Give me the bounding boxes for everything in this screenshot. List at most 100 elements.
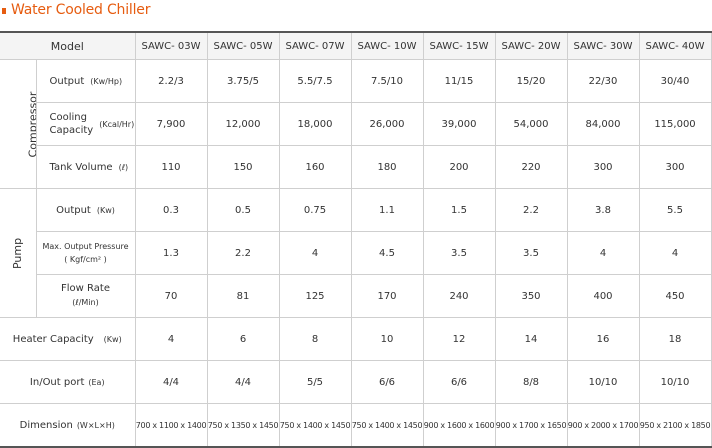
table-cell: 11/15 (422, 59, 496, 103)
table-cell: 18,000 (278, 102, 352, 146)
table-cell: 2.2 (206, 231, 280, 275)
model-header: Model (0, 31, 136, 60)
square-bullet-icon (2, 8, 6, 14)
table-cell: 10/10 (566, 360, 640, 404)
table-row-heater-capacity: Heater Capacity (Kw) 4 6 8 10 12 14 16 18 (0, 317, 712, 361)
table-cell: 84,000 (566, 102, 640, 146)
table-cell: 12,000 (206, 102, 280, 146)
table-cell: 1.1 (350, 188, 424, 232)
table-cell: 4 (566, 231, 640, 275)
table-cell: 4 (638, 231, 712, 275)
row-label-dimension: Dimension (W×L×H) (0, 403, 136, 448)
model-header-cell: SAWC- 40W (638, 31, 712, 60)
model-header-cell: SAWC- 05W (206, 31, 280, 60)
table-row-cooling-capacity: Cooling Capacity(Kcal/Hr) 7,900 12,000 18… (0, 102, 712, 146)
row-label-flow-rate: Flow Rate (ℓ/Min) (35, 274, 136, 318)
table-cell: 81 (206, 274, 280, 318)
table-cell: 5.5/7.5 (278, 59, 352, 103)
row-label-max-output-pressure: Max. Output Pressure( Kgf/cm² ) (35, 231, 136, 275)
group-label-pump: Pump (0, 188, 37, 318)
table-cell: 400 (566, 274, 640, 318)
table-cell: 750 x 1400 x 1450 (278, 403, 352, 448)
table-cell: 3.5 (422, 231, 496, 275)
table-cell: 6 (206, 317, 280, 361)
table-cell: 1.3 (134, 231, 208, 275)
spec-table: Model SAWC- 03W SAWC- 05W SAWC- 07W SAWC… (0, 31, 712, 448)
table-cell: 8 (278, 317, 352, 361)
model-header-cell: SAWC- 10W (350, 31, 424, 60)
model-header-cell: SAWC- 30W (566, 31, 640, 60)
table-cell: 4 (278, 231, 352, 275)
table-cell: 450 (638, 274, 712, 318)
table-cell: 0.5 (206, 188, 280, 232)
table-cell: 950 x 2100 x 1850 (638, 403, 712, 448)
row-label-in-out-port: In/Out port (Ea) (0, 360, 136, 404)
table-cell: 7.5/10 (350, 59, 424, 103)
table-row-tank-volume: Tank Volume (ℓ) 110 150 160 180 200 220 3… (0, 145, 712, 189)
table-cell: 6/6 (350, 360, 424, 404)
row-label-pump-output: Output (Kw) (35, 188, 136, 232)
table-cell: 16 (566, 317, 640, 361)
row-label-heater-capacity: Heater Capacity (Kw) (0, 317, 136, 361)
model-header-cell: SAWC- 03W (134, 31, 208, 60)
table-cell: 180 (350, 145, 424, 189)
table-cell: 5.5 (638, 188, 712, 232)
model-header-cell: SAWC- 20W (494, 31, 568, 60)
table-row-max-output-pressure: Max. Output Pressure( Kgf/cm² ) 1.3 2.2 … (0, 231, 712, 275)
table-cell: 110 (134, 145, 208, 189)
table-cell: 3.75/5 (206, 59, 280, 103)
table-cell: 2.2/3 (134, 59, 208, 103)
row-label-cooling-capacity: Cooling Capacity(Kcal/Hr) (35, 102, 136, 146)
group-label-compressor: Compressor (0, 59, 37, 189)
table-cell: 70 (134, 274, 208, 318)
table-cell: 300 (566, 145, 640, 189)
table-cell: 26,000 (350, 102, 424, 146)
table-row-pump-output: Pump Output (Kw) 0.3 0.5 0.75 1.1 1.5 2.2… (0, 188, 712, 318)
table-cell: 350 (494, 274, 568, 318)
table-cell: 30/40 (638, 59, 712, 103)
table-cell: 0.75 (278, 188, 352, 232)
table-row-dimension: Dimension (W×L×H) 700 x 1100 x 1400 750 x… (0, 403, 712, 448)
page-heading: Water Cooled Chiller (0, 0, 150, 20)
row-label-tank-volume: Tank Volume (ℓ) (35, 145, 136, 189)
table-cell: 5/5 (278, 360, 352, 404)
table-cell: 900 x 2000 x 1700 (566, 403, 640, 448)
table-cell: 7,900 (134, 102, 208, 146)
table-cell: 3.8 (566, 188, 640, 232)
table-cell: 700 x 1100 x 1400 (134, 403, 208, 448)
table-cell: 300 (638, 145, 712, 189)
table-cell: 0.3 (134, 188, 208, 232)
table-cell: 39,000 (422, 102, 496, 146)
table-cell: 160 (278, 145, 352, 189)
table-cell: 4.5 (350, 231, 424, 275)
table-row-flow-rate: Flow Rate (ℓ/Min) 70 81 125 170 240 350 4… (0, 274, 712, 318)
model-header-cell: SAWC- 07W (278, 31, 352, 60)
table-cell: 4/4 (134, 360, 208, 404)
table-cell: 750 x 1350 x 1450 (206, 403, 280, 448)
table-row-in-out-port: In/Out port (Ea) 4/4 4/4 5/5 6/6 6/6 8/8 … (0, 360, 712, 404)
table-cell: 200 (422, 145, 496, 189)
page-title: Water Cooled Chiller (11, 2, 151, 18)
table-cell: 240 (422, 274, 496, 318)
table-cell: 150 (206, 145, 280, 189)
table-cell: 900 x 1600 x 1600 (422, 403, 496, 448)
table-cell: 14 (494, 317, 568, 361)
table-cell: 115,000 (638, 102, 712, 146)
table-cell: 4 (134, 317, 208, 361)
table-cell: 15/20 (494, 59, 568, 103)
row-label-output: Output (Kw/Hp) (35, 59, 136, 103)
table-row-output: Compressor Output (Kw/Hp) 2.2/3 3.75/5 5.… (0, 59, 712, 189)
table-cell: 10/10 (638, 360, 712, 404)
table-cell: 900 x 1700 x 1650 (494, 403, 568, 448)
table-cell: 4/4 (206, 360, 280, 404)
table-cell: 10 (350, 317, 424, 361)
table-cell: 6/6 (422, 360, 496, 404)
table-header-row: Model SAWC- 03W SAWC- 05W SAWC- 07W SAWC… (0, 31, 712, 60)
table-cell: 8/8 (494, 360, 568, 404)
table-cell: 1.5 (422, 188, 496, 232)
table-cell: 2.2 (494, 188, 568, 232)
table-cell: 12 (422, 317, 496, 361)
table-cell: 54,000 (494, 102, 568, 146)
table-cell: 22/30 (566, 59, 640, 103)
table-cell: 18 (638, 317, 712, 361)
